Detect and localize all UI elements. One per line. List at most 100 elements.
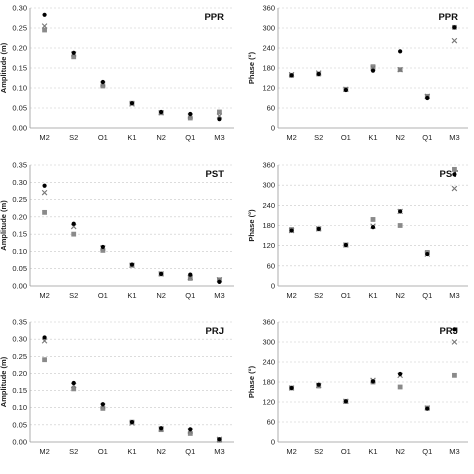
x-tick-label: N2 bbox=[156, 133, 166, 142]
data-point-square bbox=[397, 223, 403, 228]
y-axis-label: Amplitude (m) bbox=[0, 356, 8, 407]
data-point-dot bbox=[289, 228, 294, 233]
data-point-dot bbox=[100, 402, 105, 407]
x-tick-label: M2 bbox=[39, 447, 49, 456]
x-tick-label: K1 bbox=[127, 447, 136, 456]
y-tick-label: 360 bbox=[262, 161, 275, 170]
data-point-dot bbox=[289, 73, 294, 78]
x-tick-label: N2 bbox=[156, 291, 166, 300]
y-tick-label: 0.30 bbox=[12, 4, 27, 13]
x-tick-label: K1 bbox=[127, 291, 136, 300]
data-point-dot bbox=[343, 87, 348, 93]
x-tick-label: O1 bbox=[341, 291, 351, 300]
y-tick-label: 180 bbox=[262, 221, 275, 230]
x-tick-label: M3 bbox=[449, 291, 459, 300]
data-point-square bbox=[42, 357, 47, 363]
x-tick-label: O1 bbox=[341, 133, 351, 142]
x-tick-label: K1 bbox=[368, 291, 377, 300]
y-tick-label: 0.35 bbox=[12, 318, 27, 327]
y-axis-label: Phase (°) bbox=[247, 209, 256, 242]
y-tick-label: 0.30 bbox=[12, 178, 27, 187]
panel-title: PST bbox=[206, 169, 225, 180]
data-point-dot bbox=[188, 272, 193, 277]
x-tick-label: M2 bbox=[39, 133, 49, 142]
x-tick-label: S2 bbox=[314, 133, 323, 142]
y-tick-label: 60 bbox=[267, 261, 275, 270]
x-tick-label: S2 bbox=[69, 291, 78, 300]
data-point-cross bbox=[451, 185, 458, 192]
x-tick-label: N2 bbox=[156, 447, 166, 456]
data-point-cross bbox=[216, 113, 223, 119]
x-tick-label: N2 bbox=[395, 133, 405, 142]
y-axis-label: Amplitude (m) bbox=[0, 200, 8, 251]
data-point-square bbox=[217, 109, 222, 115]
data-point-square bbox=[452, 166, 457, 172]
y-tick-label: 0.30 bbox=[12, 335, 27, 344]
panel-title: PRJ bbox=[440, 326, 458, 337]
y-tick-label: 0.00 bbox=[12, 282, 27, 291]
x-tick-label: Q1 bbox=[185, 291, 195, 300]
x-tick-label: M3 bbox=[214, 133, 224, 142]
y-tick-label: 0.05 bbox=[12, 104, 27, 113]
y-axis-label: Phase (°) bbox=[247, 51, 256, 84]
y-tick-label: 120 bbox=[262, 84, 275, 93]
data-point-dot bbox=[159, 271, 164, 276]
y-tick-label: 180 bbox=[262, 64, 275, 73]
y-tick-label: 0.35 bbox=[12, 161, 27, 170]
y-tick-label: 120 bbox=[262, 398, 275, 407]
y-tick-label: 0.10 bbox=[12, 403, 27, 412]
y-tick-label: 0.15 bbox=[12, 386, 27, 395]
y-tick-label: 0.15 bbox=[12, 64, 27, 73]
y-tick-label: 0.25 bbox=[12, 24, 27, 33]
data-point-dot bbox=[316, 226, 321, 231]
y-tick-label: 0.20 bbox=[12, 212, 27, 221]
y-tick-label: 0.25 bbox=[12, 352, 27, 361]
data-point-dot bbox=[217, 117, 222, 122]
data-point-square bbox=[71, 54, 77, 60]
data-point-square bbox=[71, 386, 77, 392]
data-point-dot bbox=[100, 244, 105, 250]
data-point-square bbox=[100, 83, 106, 89]
data-point-square bbox=[187, 431, 193, 436]
x-tick-label: Q1 bbox=[422, 447, 432, 456]
data-point-dot bbox=[316, 382, 321, 387]
data-point-dot bbox=[217, 437, 222, 442]
data-point-square bbox=[370, 217, 376, 222]
y-tick-label: 60 bbox=[267, 418, 275, 427]
data-point-dot bbox=[398, 371, 403, 377]
data-point-dot bbox=[425, 251, 430, 257]
x-tick-label: K1 bbox=[368, 133, 377, 142]
x-tick-label: S2 bbox=[69, 447, 78, 456]
y-tick-label: 0.15 bbox=[12, 230, 27, 239]
y-tick-label: 0.05 bbox=[12, 264, 27, 273]
y-tick-label: 300 bbox=[262, 24, 275, 33]
y-tick-label: 180 bbox=[262, 378, 275, 387]
data-point-dot bbox=[129, 262, 135, 267]
data-point-square bbox=[397, 384, 403, 390]
y-tick-label: 0 bbox=[271, 438, 275, 447]
x-tick-label: S2 bbox=[314, 291, 323, 300]
panel-title: PST bbox=[440, 169, 459, 180]
x-tick-label: M3 bbox=[449, 133, 459, 142]
panel-pst-amplitude: 0.00 0.05 0.10 0.15 0.20 0.25 0.30 0.35 M2 S2 O1 K1… bbox=[0, 161, 234, 300]
data-point-dot bbox=[129, 420, 135, 425]
data-point-dot bbox=[129, 101, 135, 106]
data-point-dot bbox=[42, 335, 47, 340]
data-point-cross bbox=[41, 189, 48, 196]
panel-title: PRJ bbox=[206, 326, 224, 337]
y-tick-label: 0 bbox=[271, 124, 275, 133]
panel-prj-phase: 0 60 120 180 240 300 360 M2 S2 O1 K1 N2 Q1 M3 Phase (°… bbox=[247, 318, 468, 456]
data-point-dot bbox=[343, 399, 348, 404]
y-tick-label: 0 bbox=[271, 282, 275, 291]
data-point-dot bbox=[159, 426, 164, 431]
data-point-dot bbox=[188, 427, 193, 432]
x-tick-label: K1 bbox=[368, 447, 377, 456]
x-tick-label: M2 bbox=[286, 291, 296, 300]
data-point-dot bbox=[425, 95, 430, 101]
data-point-dot bbox=[452, 172, 457, 177]
y-tick-label: 360 bbox=[262, 4, 275, 13]
y-tick-label: 120 bbox=[262, 241, 275, 250]
data-point-dot bbox=[452, 25, 457, 30]
x-tick-label: M3 bbox=[449, 447, 459, 456]
x-tick-label: O1 bbox=[341, 447, 351, 456]
